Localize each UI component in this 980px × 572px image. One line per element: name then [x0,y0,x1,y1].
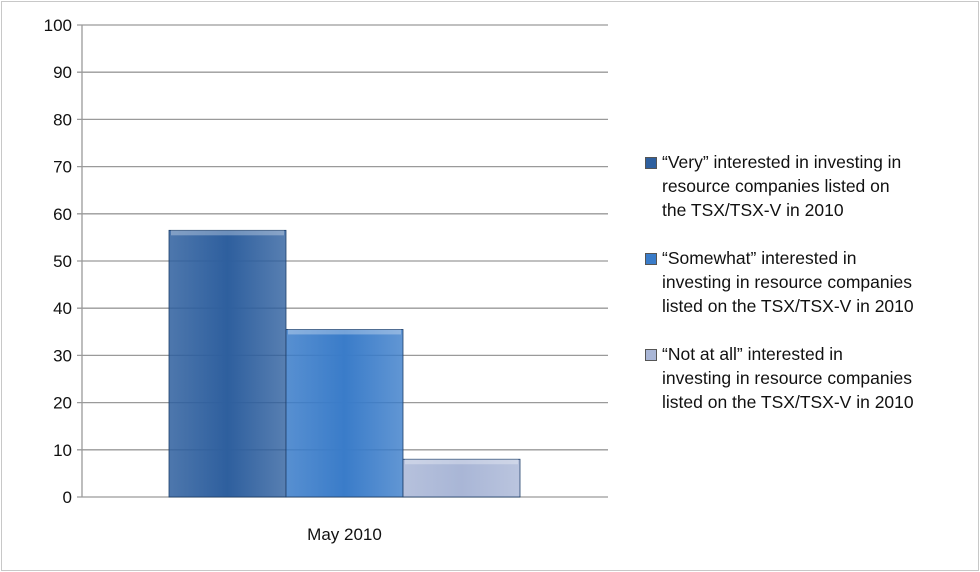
bar-highlight [171,230,284,236]
bar-1 [168,229,287,498]
bar-highlight [405,459,518,465]
bar-highlight [288,329,401,335]
legend-label: “Not at all” interested in investing in r… [662,344,914,412]
y-tick-label: 90 [53,63,72,82]
y-tick-label: 70 [53,158,72,177]
y-tick-label: 10 [53,441,72,460]
bar-3 [402,458,521,498]
legend-swatch [645,157,657,169]
y-tick-label: 20 [53,394,72,413]
legend: “Very” interested in investing in resourc… [645,150,975,438]
legend-item: “Very” interested in investing in resourc… [645,150,975,222]
legend-swatch [645,349,657,361]
y-tick-label: 80 [53,110,72,129]
legend-item: “Not at all” interested in investing in r… [645,342,975,414]
y-tick-label: 50 [53,252,72,271]
y-tick-label: 40 [53,299,72,318]
y-tick-label: 30 [53,346,72,365]
legend-swatch [645,253,657,265]
legend-label: “Somewhat” interested in investing in res… [662,248,914,316]
bar-2 [285,329,404,498]
y-tick-label: 0 [63,488,72,507]
x-category-label: May 2010 [307,525,382,544]
y-tick-label: 60 [53,205,72,224]
legend-label: “Very” interested in investing in resourc… [662,152,902,220]
y-tick-label: 100 [44,16,72,35]
legend-item: “Somewhat” interested in investing in res… [645,246,975,318]
